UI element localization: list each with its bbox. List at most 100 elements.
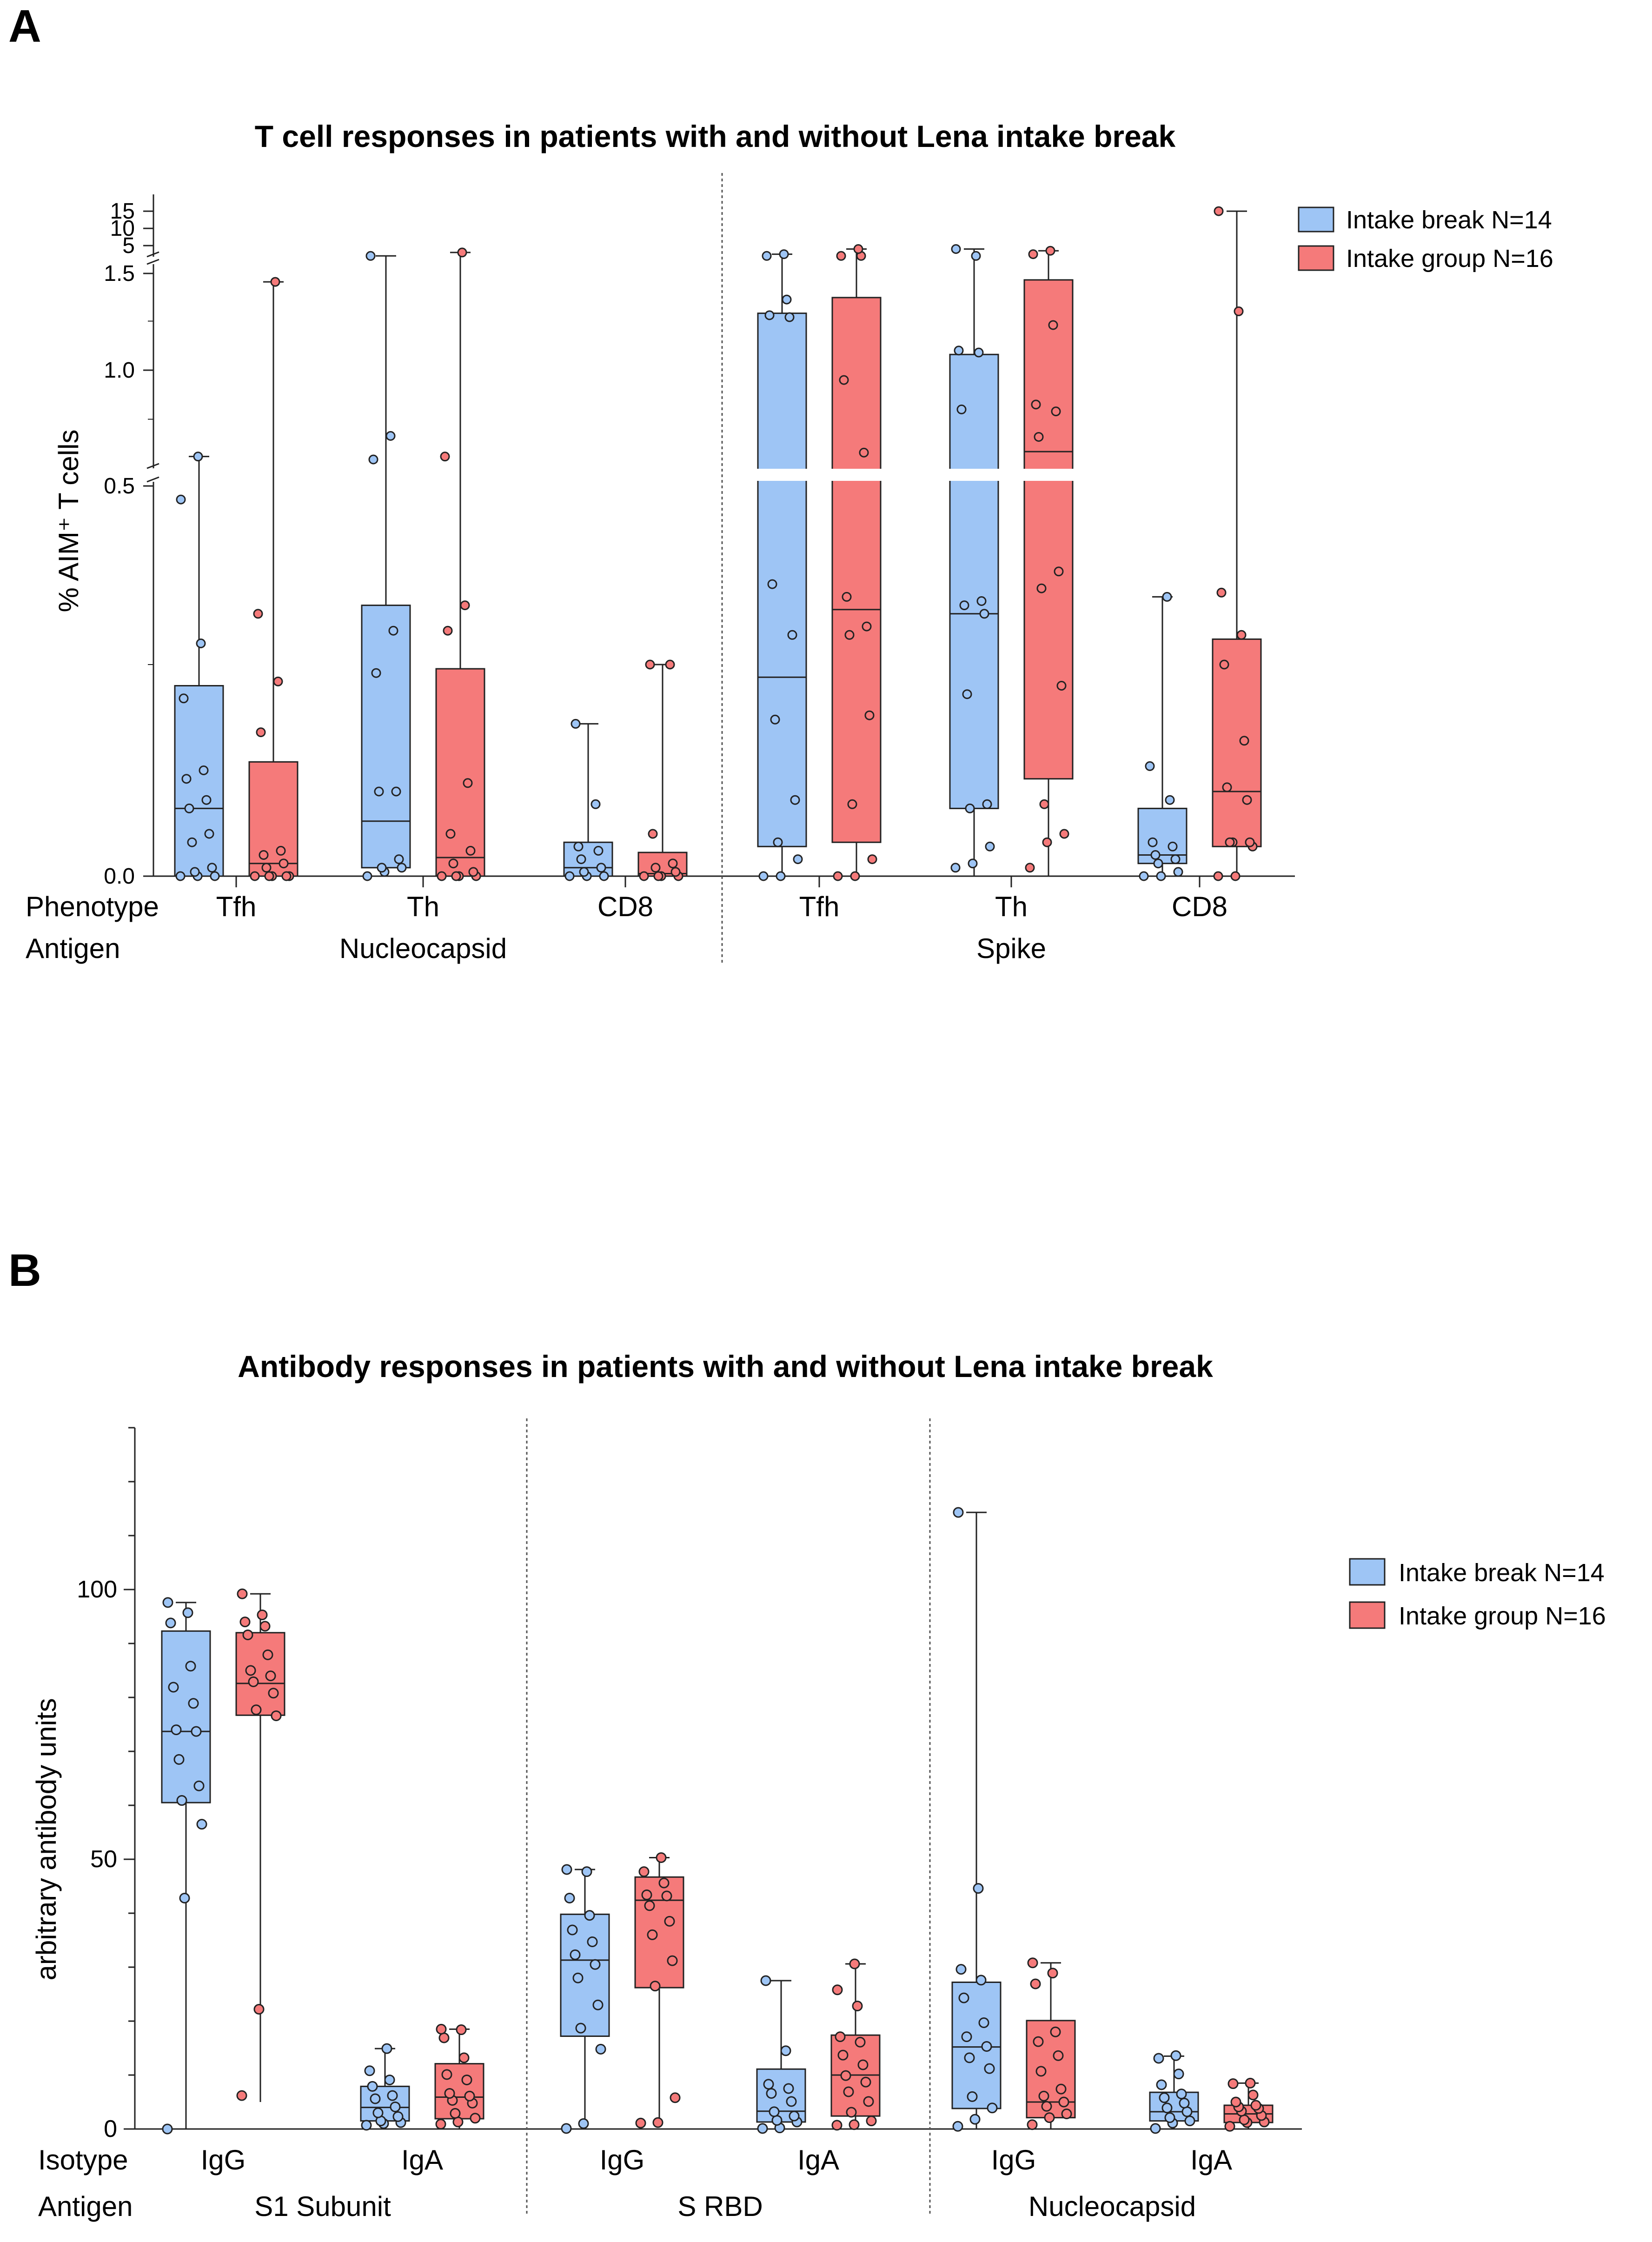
data-point	[1168, 841, 1178, 852]
data-point	[175, 871, 186, 881]
data-point	[445, 829, 456, 839]
data-point	[573, 841, 584, 852]
data-point	[1173, 2069, 1184, 2080]
data-point	[236, 2090, 247, 2101]
data-point	[769, 2106, 780, 2117]
data-point	[570, 1949, 581, 1960]
break-box	[949, 353, 999, 809]
data-point	[437, 871, 447, 881]
data-point	[440, 452, 450, 462]
data-point	[844, 630, 855, 640]
data-point	[1054, 566, 1064, 577]
data-point	[596, 863, 606, 873]
data-point	[1145, 761, 1155, 771]
data-point	[664, 1916, 675, 1927]
data-point	[384, 2074, 395, 2085]
data-point	[1053, 2050, 1064, 2061]
data-point	[377, 863, 387, 873]
data-point	[760, 1975, 771, 1986]
data-point	[846, 2107, 857, 2118]
data-point	[1030, 1978, 1041, 1989]
antigen-label: Nucleocapsid	[1028, 2191, 1196, 2222]
data-point	[168, 1682, 179, 1693]
data-point	[245, 1665, 256, 1676]
data-point	[836, 251, 846, 261]
data-point	[367, 2081, 378, 2092]
data-point	[1216, 587, 1227, 598]
data-point	[1227, 2078, 1239, 2089]
data-point	[592, 1999, 604, 2010]
data-point	[1034, 432, 1044, 442]
data-point	[390, 2101, 401, 2112]
data-point	[661, 1890, 672, 1902]
legend-swatch	[1349, 1601, 1386, 1629]
data-point	[196, 639, 206, 648]
data-point	[576, 854, 586, 865]
data-point	[984, 2063, 995, 2074]
phenotype-label: CD8	[597, 891, 653, 922]
data-point	[1165, 795, 1175, 805]
data-point	[1031, 399, 1041, 410]
data-point	[210, 871, 220, 881]
data-point	[650, 863, 661, 873]
data-point	[866, 2116, 877, 2127]
data-point	[256, 727, 266, 738]
data-point	[667, 1955, 678, 1966]
data-point	[261, 863, 272, 873]
break-box	[951, 1981, 1002, 2109]
data-point	[982, 799, 992, 809]
data-point	[441, 2069, 452, 2080]
data-point	[176, 1795, 187, 1806]
data-point	[668, 858, 678, 869]
y-tick-label: 50	[90, 1846, 117, 1873]
data-point	[1230, 2096, 1241, 2108]
data-point	[443, 625, 453, 636]
data-point	[361, 2120, 372, 2131]
data-point	[653, 871, 663, 881]
y-axis-label: % AIM⁺ T cells	[53, 430, 84, 612]
data-point	[964, 2052, 975, 2063]
data-point	[264, 871, 274, 881]
axis-break-gap	[1195, 257, 1209, 264]
data-point	[279, 858, 289, 869]
data-point	[1047, 1968, 1058, 1979]
data-point	[250, 871, 260, 881]
data-point	[173, 1754, 185, 1765]
data-point	[665, 659, 675, 670]
data-point	[1213, 871, 1223, 881]
panel-a-title: T cell responses in patients with and wi…	[254, 119, 1176, 153]
data-point	[385, 431, 396, 441]
data-point	[1225, 837, 1235, 847]
axis-break-mark	[146, 251, 159, 258]
data-point	[1234, 306, 1244, 316]
data-point	[840, 2070, 851, 2081]
data-point	[452, 2116, 464, 2128]
data-point	[837, 2049, 849, 2061]
data-point	[162, 2123, 173, 2135]
data-point	[638, 1866, 650, 1877]
data-point	[670, 867, 681, 877]
data-point	[171, 1724, 182, 1736]
data-point	[1044, 2112, 1055, 2123]
data-point	[450, 2108, 461, 2119]
phenotype-label: Th	[407, 891, 439, 922]
data-point	[1156, 2079, 1167, 2090]
axis-break-mark	[146, 463, 159, 469]
data-point	[575, 2022, 586, 2034]
data-point	[387, 2090, 398, 2101]
data-point	[975, 1975, 987, 1986]
data-point	[1245, 837, 1255, 847]
data-point	[1242, 795, 1252, 805]
y-tick-label: 15	[110, 199, 135, 224]
intake-box	[1212, 638, 1262, 847]
data-point	[465, 845, 476, 856]
data-point	[656, 1852, 667, 1863]
data-point	[239, 1617, 251, 1628]
data-point	[1061, 2109, 1072, 2120]
row-label-isotype: Isotype	[38, 2144, 128, 2175]
break-box	[1137, 807, 1188, 865]
row-label-antigen: Antigen	[26, 933, 120, 964]
data-point	[567, 1924, 578, 1936]
data-point	[362, 871, 372, 881]
data-point	[1164, 2112, 1175, 2123]
